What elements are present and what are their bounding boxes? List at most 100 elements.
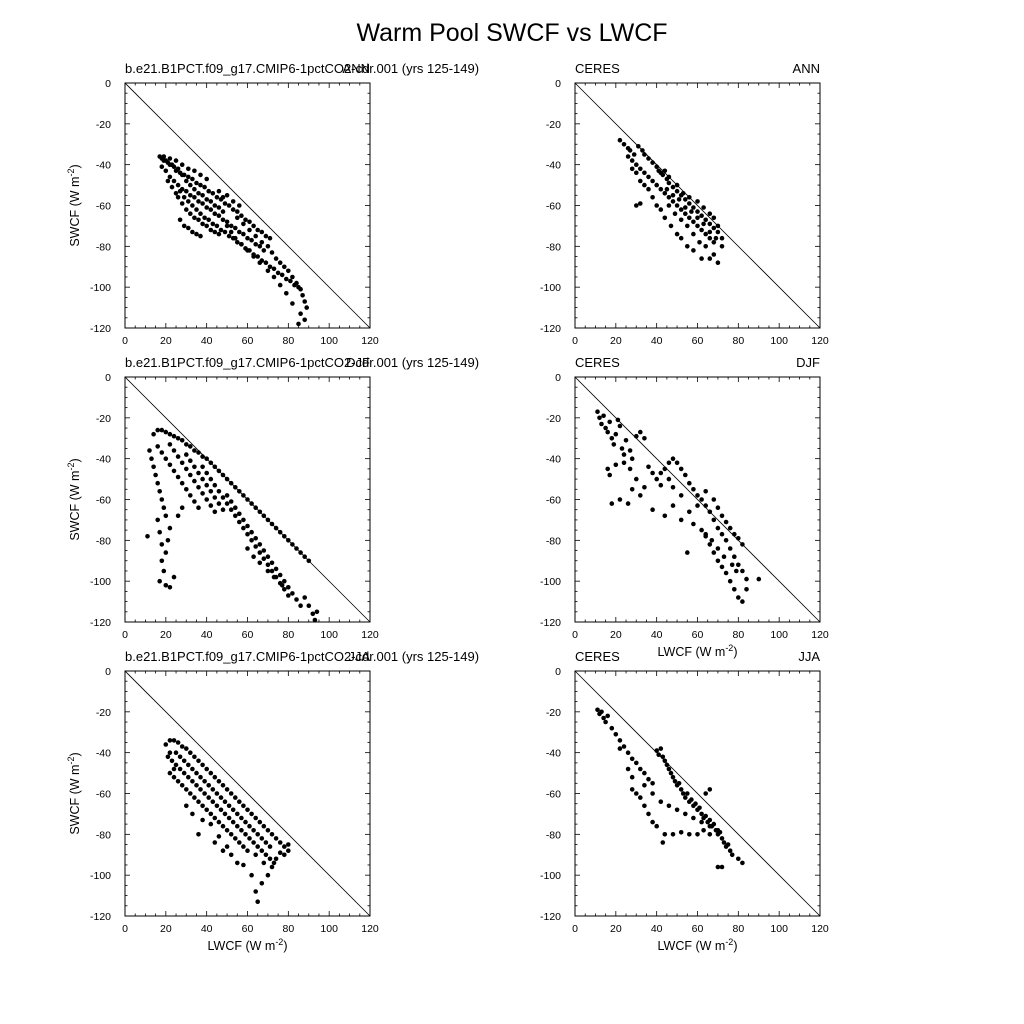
scatter-point xyxy=(607,472,612,478)
scatter-point xyxy=(284,291,289,296)
figure-title: Warm Pool SWCF vs LWCF xyxy=(356,19,667,47)
x-tick-label: 20 xyxy=(610,629,622,641)
scatter-point xyxy=(255,832,260,837)
scatter-point xyxy=(658,170,664,176)
scatter-point xyxy=(658,470,664,476)
x-tick-label: 120 xyxy=(361,335,379,347)
scatter-point xyxy=(163,429,169,435)
scatter-point xyxy=(670,184,676,190)
scatter-point xyxy=(237,489,242,494)
scatter-point xyxy=(216,231,222,237)
scatter-point xyxy=(613,462,619,468)
scatter-point xyxy=(605,466,610,472)
scatter-point xyxy=(188,193,193,198)
scatter-point xyxy=(642,485,647,490)
scatter-points xyxy=(617,137,725,266)
scatter-point xyxy=(646,156,651,161)
scatter-point xyxy=(212,203,218,208)
scatter-point xyxy=(216,779,222,784)
scatter-point xyxy=(715,828,721,833)
scatter-point xyxy=(155,444,160,449)
scatter-point xyxy=(198,774,203,780)
scatter-point xyxy=(228,852,234,858)
scatter-point xyxy=(159,542,165,547)
scatter-point xyxy=(711,240,717,245)
y-tick-label: -60 xyxy=(96,789,111,801)
reference-line xyxy=(574,376,821,623)
scatter-point xyxy=(265,828,271,833)
y-tick-label: -80 xyxy=(546,829,561,841)
scatter-point xyxy=(654,476,659,482)
scatter-point xyxy=(695,503,700,508)
scatter-point xyxy=(167,585,173,590)
scatter-point xyxy=(636,144,641,149)
scatter-point xyxy=(159,558,165,564)
scatter-point xyxy=(277,282,283,288)
scatter-point xyxy=(697,805,702,811)
scatter-point xyxy=(239,815,244,821)
scatter-point xyxy=(715,229,721,235)
scatter-point xyxy=(259,240,265,245)
scatter-point xyxy=(163,550,169,555)
y-tick-label: -40 xyxy=(546,454,561,466)
x-tick-label: 40 xyxy=(201,923,213,935)
scatter-point xyxy=(269,864,275,870)
scatter-point xyxy=(621,452,627,457)
scatter-point xyxy=(200,193,205,198)
scatter-point xyxy=(184,442,189,447)
scatter-point xyxy=(634,203,639,208)
scatter-point xyxy=(269,521,275,527)
scatter-point xyxy=(668,223,674,229)
scatter-point xyxy=(599,421,604,427)
scatter-point xyxy=(744,587,749,592)
scatter-point xyxy=(204,223,209,229)
scatter-point xyxy=(220,783,226,788)
scatter-point xyxy=(208,227,214,233)
scatter-point xyxy=(233,225,238,231)
scatter-point xyxy=(194,180,199,186)
scatter-point xyxy=(181,223,187,229)
y-tick-label: -20 xyxy=(96,413,111,425)
x-tick-label: 60 xyxy=(692,629,704,641)
scatter-point xyxy=(707,256,713,261)
scatter-point xyxy=(249,811,254,817)
scatter-point xyxy=(151,464,156,470)
scatter-point xyxy=(662,191,668,196)
scatter-point xyxy=(249,538,254,543)
scatter-point xyxy=(161,154,167,159)
scatter-point xyxy=(296,321,301,327)
scatter-point xyxy=(265,554,271,559)
scatter-point xyxy=(605,429,610,435)
scatter-point xyxy=(269,832,275,837)
scatter-point xyxy=(680,191,686,196)
scatter-point xyxy=(282,264,287,270)
y-tick-label: -100 xyxy=(540,576,561,588)
scatter-point xyxy=(161,505,167,511)
scatter-point xyxy=(697,240,702,245)
scatter-point xyxy=(245,531,250,537)
scatter-point xyxy=(267,235,273,241)
scatter-point xyxy=(155,480,160,486)
scatter-point xyxy=(707,211,713,216)
scatter-point xyxy=(198,182,203,188)
scatter-point xyxy=(235,240,240,245)
x-tick-label: 120 xyxy=(811,923,829,935)
scatter-point xyxy=(703,231,708,237)
scatter-point xyxy=(194,783,199,788)
scatter-point xyxy=(181,195,187,200)
scatter-point xyxy=(638,795,643,800)
scatter-point xyxy=(711,821,717,827)
panel-right-label: ANN xyxy=(343,61,370,76)
scatter-point xyxy=(672,211,678,216)
scatter-point xyxy=(212,482,218,488)
scatter-point xyxy=(175,474,181,480)
scatter-point xyxy=(202,184,207,190)
scatter-point xyxy=(674,203,680,208)
scatter-point xyxy=(253,852,258,858)
y-tick-label: -60 xyxy=(96,495,111,507)
scatter-point xyxy=(666,180,672,186)
x-tick-label: 20 xyxy=(610,335,622,347)
scatter-point xyxy=(230,807,236,813)
scatter-point xyxy=(175,436,181,441)
